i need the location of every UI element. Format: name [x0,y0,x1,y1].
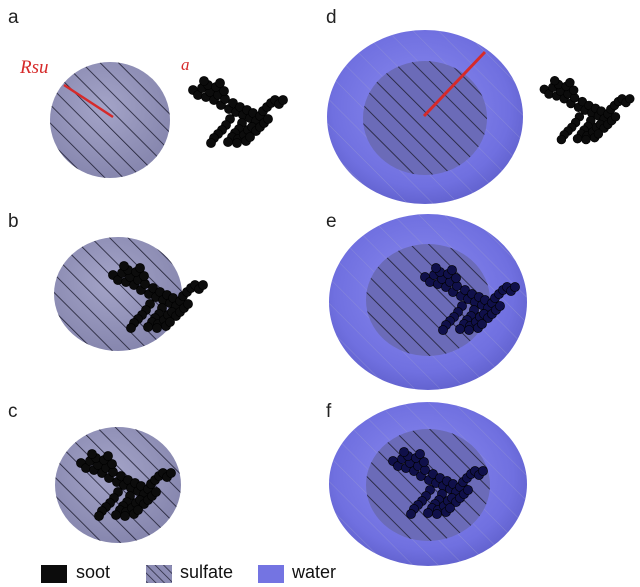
sulfate-core-f [366,429,490,541]
soot-monomer [549,75,560,86]
soot-monomer [263,114,273,124]
soot-monomer [126,323,136,333]
outer-radius-line [422,50,487,118]
soot-monomer [568,85,579,95]
soot-aggregate-c [76,449,176,521]
legend-water-label: water [292,562,337,582]
soot-monomer [165,317,175,327]
soot-monomer [556,134,567,145]
soot-monomer [111,510,121,520]
legend-sulfate-swatch [146,565,172,583]
panel-label-e: e [326,211,337,232]
soot-aggregate-e [420,263,520,335]
soot-monomer [610,112,621,122]
panel-e [329,214,527,390]
legend: soot sulfate water [0,560,640,587]
soot-monomer [278,95,288,105]
rsu-radius-line [63,83,114,119]
soot-monomer [423,508,433,518]
panel-a [50,62,288,178]
soot-monomer [463,485,473,495]
soot-monomer [133,505,143,515]
soot-monomer [593,129,604,139]
soot-monomer [625,94,635,104]
soot-monomer [183,299,193,309]
panel-d [327,30,635,204]
legend-soot-swatch [41,565,67,583]
soot-monomer [455,324,465,334]
soot-monomer [151,487,161,497]
panel-label-c: c [8,401,18,422]
soot-monomer [87,449,97,459]
soot-monomer [119,261,129,271]
soot-monomer [103,451,113,461]
soot-monomer [581,134,591,145]
soot-monomer [139,271,149,281]
soot-aggregate-f [388,447,488,519]
soot-monomer [152,323,162,333]
soot-monomer [223,137,233,147]
soot-monomer [447,265,457,275]
soot-monomer [572,134,583,144]
soot-monomer [495,301,505,311]
soot-monomer [510,282,520,292]
soot-monomer [219,86,229,96]
legend-sulfate-label: sulfate [180,562,234,582]
panel-label-f: f [326,401,332,422]
panel-label-a: a [8,7,19,28]
soot-monomer [143,322,153,332]
panel-label-b: b [8,211,19,232]
soot-monomer [215,78,225,88]
soot-monomer [419,457,429,467]
monomer-radius-annotation: a [181,55,190,74]
soot-monomer [406,509,416,519]
panel-c [55,427,181,543]
panel-f [329,402,527,566]
soot-monomer [166,468,176,478]
soot-monomer [135,263,145,273]
legend-water-swatch [258,565,284,583]
soot-monomer [198,280,208,290]
soot-monomer [94,511,104,521]
soot-monomer [445,503,455,513]
soot-monomer [438,325,448,335]
soot-aggregate-d [539,75,635,145]
panel-label-d: d [326,7,337,28]
soot-monomer [199,76,209,86]
soot-monomer [478,466,488,476]
soot-monomer [120,511,130,521]
soot-monomer [245,132,255,142]
soot-monomer [431,263,441,273]
soot-monomer [415,449,425,459]
soot-monomer [232,138,242,148]
rsu-annotation: Rsu [20,57,49,78]
soot-monomer [107,459,117,469]
soot-monomer [432,509,442,519]
panel-b [54,237,208,351]
soot-monomer [206,138,216,148]
soot-monomer [477,319,487,329]
soot-aggregate-a [188,76,288,148]
soot-monomer [451,273,461,283]
soot-monomer [464,325,474,335]
sulfate-core-d [363,61,487,175]
soot-aggregate-b [108,261,208,333]
soot-monomer [565,77,575,88]
legend-soot-label: soot [76,562,111,582]
sulfate-sphere-a [50,62,170,178]
soot-monomer [399,447,409,457]
